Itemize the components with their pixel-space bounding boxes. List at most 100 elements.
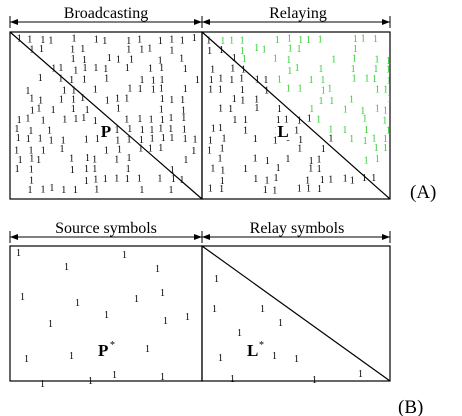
matrix-entry: 1	[71, 104, 76, 115]
matrix-entry: 1	[349, 95, 354, 106]
matrix-entry: 1	[386, 56, 391, 67]
matrix-entry: 1	[276, 115, 281, 126]
matrix-entry: 1	[371, 173, 376, 184]
relay-symbols-span-arrow	[201, 231, 391, 243]
matrix-entry: 1	[27, 35, 32, 46]
matrix-entry: 1	[297, 44, 302, 55]
matrix-entry: 1	[73, 114, 78, 125]
matrix-entry: 1	[137, 173, 142, 184]
matrix-entry: 1	[105, 96, 110, 107]
matrix-entry: 1	[137, 114, 142, 125]
matrix-entry: 1	[126, 45, 131, 56]
matrix-entry: 1	[104, 145, 109, 156]
matrix-entry: 1	[375, 103, 380, 114]
matrix-entry: 1	[262, 45, 267, 56]
matrix-entry: 1	[75, 298, 80, 309]
matrix-entry: 1	[363, 136, 368, 147]
panel-b-label: (B)	[398, 397, 423, 416]
matrix-entry: 1	[219, 45, 224, 56]
matrix-entry: 1	[70, 165, 75, 176]
matrix-entry: 1	[309, 104, 314, 115]
matrix-entry: 1	[58, 74, 63, 85]
matrix-entry: 1	[297, 116, 302, 127]
matrix-entry: 1	[73, 66, 78, 77]
matrix-entry: 1	[29, 175, 34, 186]
matrix-entry: 1	[243, 125, 248, 136]
matrix-p-label: P	[101, 122, 111, 141]
matrix-entry: 1	[122, 250, 127, 261]
matrix-entry: 1	[343, 105, 348, 116]
matrix-entry: 1	[116, 54, 121, 65]
matrix-entry: 1	[220, 36, 225, 47]
matrix-entry: 1	[298, 135, 303, 146]
matrix-entry: 1	[134, 294, 139, 305]
matrix-entry: 1	[159, 63, 164, 74]
matrix-entry: 1	[276, 163, 281, 174]
matrix-entry: 1	[297, 184, 302, 195]
matrix-entry: 1	[80, 44, 85, 55]
matrix-entry: 1	[297, 144, 302, 155]
broadcasting-span-arrow	[9, 16, 202, 28]
matrix-entry: 1	[320, 75, 325, 86]
matrix-l-box	[201, 31, 391, 200]
matrix-entry: 1	[39, 44, 44, 55]
matrix-entry: 1	[14, 124, 19, 135]
matrix-entry: 1	[94, 185, 99, 196]
matrix-entry: 1	[183, 84, 188, 95]
matrix-entry: 1	[124, 114, 129, 125]
matrix-entry: 1	[383, 143, 388, 154]
matrix-entry: 1	[239, 74, 244, 85]
matrix-entry: 1	[82, 55, 87, 66]
matrix-l-star-box	[201, 245, 391, 382]
matrix-entry: 1	[195, 75, 200, 86]
matrix-entry: 1	[237, 328, 242, 339]
matrix-entry: 1	[350, 176, 355, 187]
matrix-p-star-entries: 1 1 1 1 1 1 1 1 1 1 1 1 1 1 1 1 1 1 1	[16, 248, 190, 390]
matrix-entry: 1	[277, 74, 282, 85]
matrix-entry: 1	[321, 144, 326, 155]
matrix-entry: 1	[321, 86, 326, 97]
matrix-entry: 1	[298, 83, 303, 94]
matrix-entry: 1	[93, 84, 98, 95]
matrix-entry: 1	[137, 35, 142, 46]
matrix-entry: 1	[92, 164, 97, 175]
matrix-p-diagonal	[9, 31, 203, 200]
matrix-entry: 1	[386, 65, 391, 76]
matrix-entry: 1	[29, 44, 34, 55]
matrix-entry: 1	[272, 186, 277, 197]
matrix-entry: 1	[170, 165, 175, 176]
matrix-entry: 1	[168, 124, 173, 135]
matrix-entry: 1	[218, 353, 223, 364]
matrix-entry: 1	[230, 64, 235, 75]
source-symbols-span-arrow	[9, 231, 202, 243]
matrix-entry: 1	[274, 173, 279, 184]
matrix-l-label: L	[277, 122, 288, 141]
matrix-entry: 1	[220, 176, 225, 187]
matrix-entry: 1	[138, 143, 143, 154]
matrix-entry: 1	[107, 53, 112, 64]
matrix-entry: 1	[95, 134, 100, 145]
matrix-entry: 1	[254, 103, 259, 114]
matrix-entry: 1	[147, 44, 152, 55]
matrix-entry: 1	[102, 36, 107, 47]
matrix-entry: 1	[93, 63, 98, 74]
matrix-entry: 1	[362, 114, 367, 125]
matrix-entry: 1	[169, 113, 174, 124]
matrix-entry: 1	[382, 116, 387, 127]
matrix-entry: 1	[183, 64, 188, 75]
matrix-entry: 1	[25, 86, 30, 97]
matrix-entry: 1	[232, 94, 237, 105]
matrix-entry: 1	[208, 85, 213, 96]
matrix-entry: 1	[240, 36, 245, 47]
matrix-entry: 1	[265, 156, 270, 167]
matrix-entry: 1	[375, 55, 380, 66]
matrix-entry: 1	[38, 133, 43, 144]
matrix-entry: 1	[383, 84, 388, 95]
matrix-entry: 1	[210, 164, 215, 175]
matrix-entry: 1	[169, 133, 174, 144]
matrix-entry: 1	[218, 84, 223, 95]
matrix-entry: 1	[309, 75, 314, 86]
matrix-entry: 1	[62, 114, 67, 125]
